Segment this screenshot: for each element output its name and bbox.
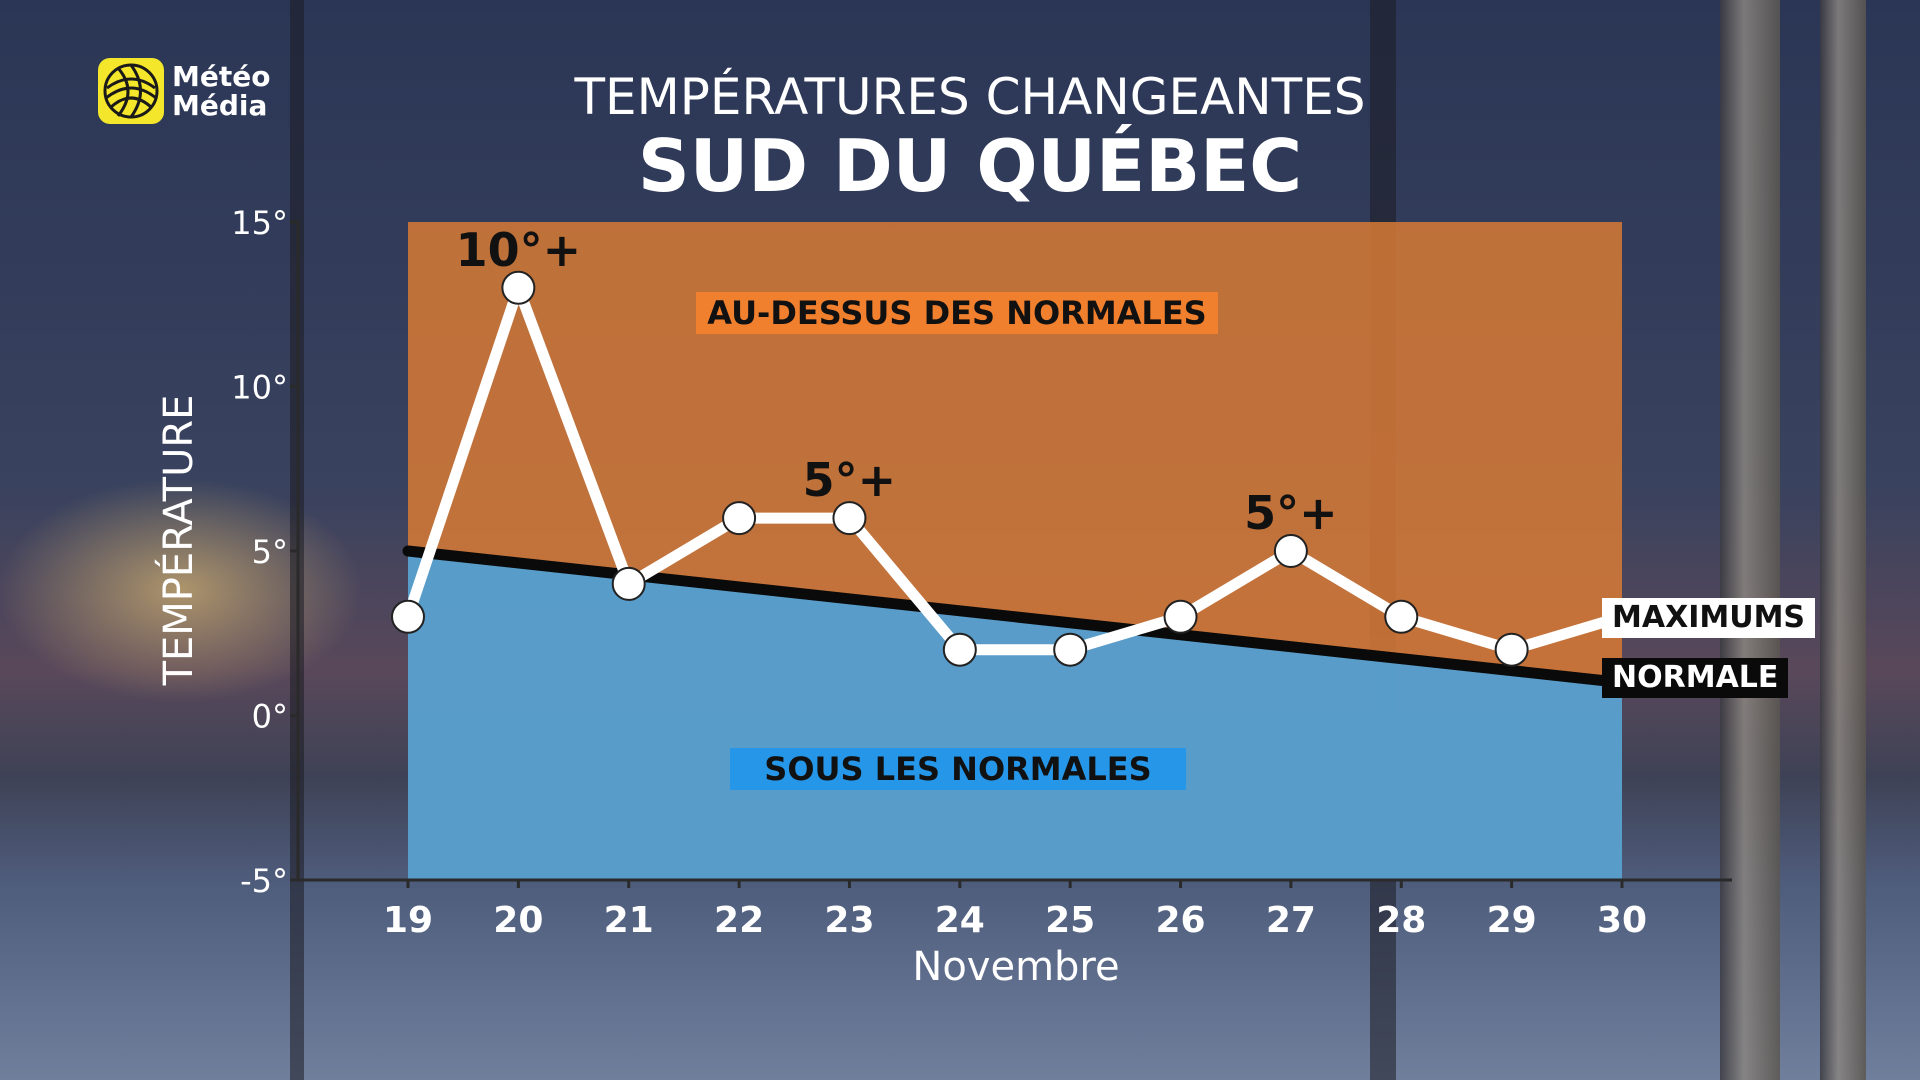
maximums-point: [501, 270, 536, 305]
logo-line2: Média: [172, 89, 268, 122]
normale-legend-label: NORMALE: [1602, 658, 1789, 698]
logo-wordmark: Météo Média: [172, 62, 270, 120]
y-tick-label: 10°: [231, 369, 288, 407]
x-tick-label: 20: [493, 900, 543, 941]
maximums-point: [611, 566, 646, 601]
logo-line1: Météo: [172, 60, 271, 93]
maximums-point: [391, 599, 425, 634]
annotation-label: 5°+: [803, 453, 897, 507]
maximums-point: [1384, 599, 1419, 634]
maximums-point: [1053, 632, 1088, 667]
x-tick-label: 29: [1487, 900, 1537, 941]
chart-title: TEMPÉRATURES CHANGEANTES: [574, 68, 1366, 126]
y-axis-ticks: -5° 0° 5° 10° 15°: [231, 204, 298, 900]
y-tick-label: 0°: [252, 698, 288, 736]
x-tick-label: 26: [1155, 900, 1205, 941]
above-normal-label: AU-DESSUS DES NORMALES: [696, 292, 1218, 334]
maximums-point: [722, 501, 757, 536]
maximums-point: [1273, 534, 1308, 568]
y-axis-label: TEMPÉRATURE: [154, 395, 202, 687]
below-normal-label: SOUS LES NORMALES: [730, 748, 1186, 790]
y-tick-label: -5°: [240, 862, 288, 900]
globe-icon: [98, 58, 164, 124]
x-tick-label: 24: [935, 900, 985, 941]
x-tick-label: 22: [714, 900, 764, 941]
maximums-points: [391, 270, 1529, 667]
x-tick-label: 21: [604, 900, 654, 941]
x-tick-label: 28: [1376, 900, 1426, 941]
y-tick-label: 5°: [252, 533, 288, 571]
birch-trunk: [1720, 0, 1780, 1080]
x-tick-label: 30: [1597, 900, 1647, 941]
birch-trunk: [1820, 0, 1866, 1080]
annotation-label: 10°+: [456, 223, 582, 277]
maximums-point: [1494, 632, 1529, 667]
chart-annotations: 10°+ 5°+ 5°+: [456, 223, 1338, 540]
meteomedia-logo: Météo Média: [98, 56, 270, 126]
y-tick-label: 15°: [231, 204, 288, 242]
maximums-series-line: [402, 282, 1624, 656]
x-axis-label: Novembre: [912, 944, 1119, 990]
below-normal-band: [408, 551, 1622, 880]
x-tick-label: 25: [1045, 900, 1095, 941]
normale-series-line: [402, 545, 1628, 689]
maximums-legend-label: MAXIMUMS: [1602, 598, 1816, 638]
x-tick-label: 27: [1266, 900, 1316, 941]
x-tick-label: 23: [824, 900, 874, 941]
x-tick-label: 19: [383, 900, 433, 941]
maximums-point: [1163, 599, 1198, 634]
annotation-label: 5°+: [1244, 486, 1338, 540]
maximums-point: [942, 632, 977, 667]
x-axis-ticks: 19 20 21 22 23 24 25 26 27 28 29 30: [383, 880, 1647, 941]
chart-subtitle: SUD DU QUÉBEC: [637, 124, 1303, 208]
maximums-point: [832, 501, 867, 536]
